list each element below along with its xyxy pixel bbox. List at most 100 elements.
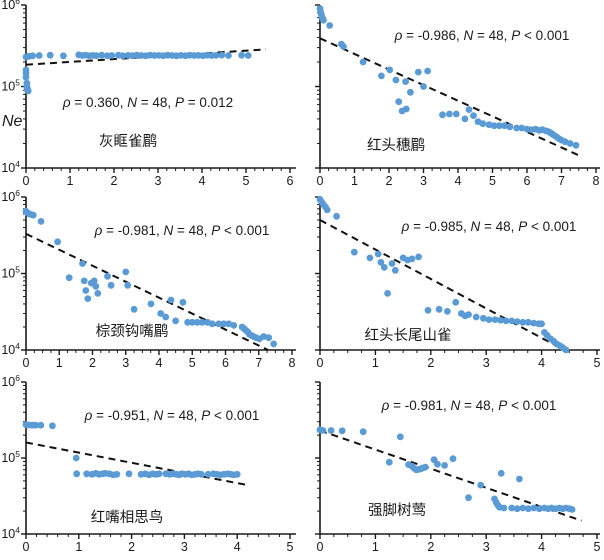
data-point [107,281,115,289]
points-layer [316,5,580,149]
data-point [568,506,576,513]
data-point [490,122,498,130]
points-layer [22,51,252,95]
y-tick-label: 106 [1,188,20,204]
x-tick-label: 0 [23,356,30,370]
points-layer [22,421,241,479]
y-tick-label: 106 [1,373,20,389]
data-point [179,298,187,306]
data-point [104,272,111,280]
data-point [359,428,367,436]
data-point [500,504,508,512]
y-tick-label: 104 [1,341,20,357]
x-tick-label: 6 [524,174,531,188]
data-point [233,470,241,478]
panel-5: 0 1 2 3 4 5 ρ = -0.981, N = 48, P < 0.001 强脚树莺 [315,381,601,554]
data-point [215,320,223,328]
data-point [32,421,39,429]
y-tick-label: 104 [1,159,20,175]
x-tick-label: 5 [594,540,601,554]
x-tick-label: 4 [156,356,163,370]
species-label: 强脚树莺 [368,502,426,519]
x-tick-label: 4 [538,540,545,554]
data-point [388,260,396,267]
data-point [391,266,399,274]
x-tick-label: 5 [189,356,196,370]
stats-label: ρ = -0.981, N = 48, P < 0.001 [381,398,557,413]
y-tick-label: 106 [1,0,20,12]
data-point [94,290,102,297]
y-axis-title: Ne [2,113,23,130]
data-point [392,76,400,84]
data-point [444,308,451,315]
data-point [197,470,205,478]
x-tick-label: 5 [594,356,601,370]
data-point [385,458,393,466]
data-point [92,282,100,290]
data-point [380,264,388,271]
data-point [465,494,472,502]
data-point [37,421,45,429]
x-tick-label: 2 [89,356,96,370]
data-point [513,318,521,325]
data-point [198,318,206,326]
x-tick-label: 2 [386,174,393,188]
data-point [485,316,493,323]
data-point [497,469,505,477]
points-layer [22,207,278,348]
data-point [562,346,570,354]
x-tick-label: 0 [317,174,324,188]
data-point [572,141,580,149]
x-tick-label: 5 [489,174,496,188]
data-point [212,52,220,59]
x-tick-label: 4 [455,174,462,188]
x-tick-label: 7 [255,356,262,370]
data-point [446,110,453,118]
data-point [378,72,385,80]
data-point [238,51,246,59]
data-point [188,318,196,326]
data-point [270,340,278,348]
trend-line [25,441,248,487]
data-point [366,254,374,262]
data-point [465,106,473,113]
x-tick-label: 1 [67,174,74,188]
x-tick-label: 5 [287,540,294,554]
data-point [333,212,340,220]
data-point [449,455,457,463]
data-point [54,238,61,246]
x-tick-label: 2 [128,540,135,554]
x-tick-label: 1 [56,356,63,370]
data-point [83,470,91,478]
data-point [359,58,367,66]
data-point [407,88,414,96]
y-tick-label: 105 [1,78,20,94]
data-point [93,52,100,60]
data-point [519,318,527,326]
species-label: 灰眶雀鹛 [99,133,157,150]
data-point [79,260,86,267]
x-tick-label: 0 [23,540,30,554]
data-point [193,318,201,326]
stats-label: ρ = -0.986, N = 48, P < 0.001 [394,28,570,43]
data-point [265,334,273,342]
data-point [538,320,545,328]
data-point [513,505,521,513]
data-point [414,68,422,76]
data-point [230,322,238,329]
x-tick-label: 3 [483,540,490,554]
data-point [113,470,121,478]
data-point [408,255,416,263]
x-tick-label: 4 [199,174,206,188]
data-point [147,300,155,308]
x-tick-label: 1 [75,540,82,554]
data-point [82,287,90,294]
data-point [323,206,331,214]
stats-label: ρ = -0.985, N = 48, P < 0.001 [401,219,577,234]
data-point [340,43,347,50]
data-point [421,463,429,471]
x-tick-label: 6 [222,356,229,370]
data-point [326,22,334,29]
